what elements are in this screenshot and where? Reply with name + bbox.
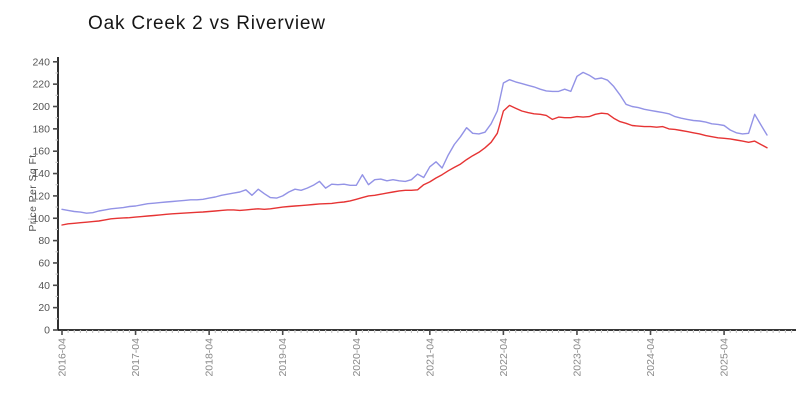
y-tick-label: 0	[44, 325, 50, 337]
y-tick-label: 200	[32, 101, 50, 113]
x-tick-label: 2023-04	[571, 338, 583, 377]
y-tick-label: 180	[32, 123, 50, 135]
x-tick-label: 2025-04	[719, 338, 731, 377]
series-line-riverview	[61, 104, 768, 226]
y-tick-label: 120	[32, 190, 50, 202]
x-tick-label: 2021-04	[424, 338, 436, 377]
y-tick-label: 140	[32, 168, 50, 180]
y-tick-label: 100	[32, 213, 50, 225]
x-tick-label: 2022-04	[498, 338, 510, 377]
y-tick-label: 40	[38, 280, 50, 292]
x-tick-label: 2019-04	[277, 338, 289, 377]
y-tick-label: 20	[38, 302, 50, 314]
y-tick-label: 160	[32, 146, 50, 158]
x-tick-label: 2017-04	[130, 338, 142, 377]
y-tick-label: 240	[32, 56, 50, 68]
x-tick-label: 2020-04	[351, 338, 363, 377]
x-tick-label: 2018-04	[204, 338, 216, 377]
y-tick-label: 60	[38, 257, 50, 269]
chart-title: Oak Creek 2 vs Riverview	[88, 13, 326, 34]
x-tick-label: 2024-04	[645, 338, 657, 377]
y-tick-label: 220	[32, 79, 50, 91]
series-line-oak-creek-2	[61, 71, 768, 214]
y-tick-label: 80	[38, 235, 50, 247]
x-tick-label: 2016-04	[57, 338, 69, 377]
